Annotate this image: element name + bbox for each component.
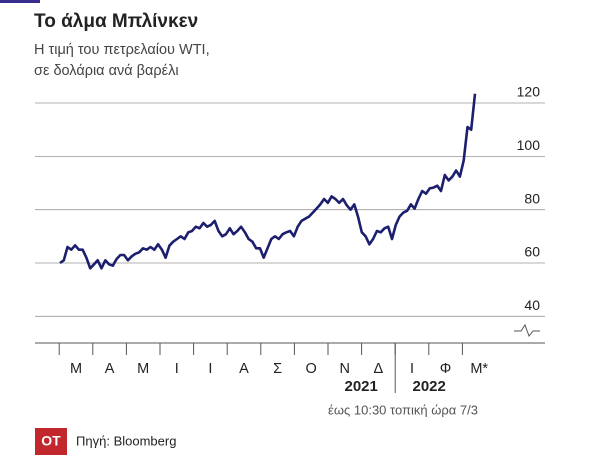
axis-break bbox=[514, 323, 540, 338]
chart-subtitle: σε δολάρια ανά βαρέλι bbox=[34, 63, 179, 79]
chart-title: Το άλμα Μπλίνκεν bbox=[34, 11, 198, 32]
x-tick-label: Α bbox=[239, 361, 249, 377]
y-tick-label: 120 bbox=[517, 84, 541, 100]
x-tick-label: Σ bbox=[273, 361, 282, 377]
y-tick-label: 60 bbox=[524, 244, 540, 260]
x-tick-label: Ν bbox=[340, 361, 350, 377]
y-tick-label: 80 bbox=[524, 190, 540, 206]
logo: OT bbox=[41, 433, 61, 449]
note: έως 10:30 τοπική ώρα 7/3 bbox=[328, 402, 478, 417]
x-tick-label: Ο bbox=[306, 361, 317, 377]
price-line bbox=[59, 93, 477, 270]
logo-box bbox=[35, 428, 67, 455]
year-label: 2021 bbox=[345, 378, 378, 395]
chart-subtitle: Η τιμή του πετρελαίου WTI, bbox=[34, 42, 210, 58]
x-tick-label: Μ bbox=[137, 361, 149, 377]
x-tick-label: Ι bbox=[208, 361, 212, 377]
x-tick-label: Α bbox=[105, 361, 115, 377]
source: Πηγή: Bloomberg bbox=[76, 433, 176, 448]
y-tick-label: 40 bbox=[524, 297, 540, 313]
x-tick-label: Ι bbox=[175, 361, 179, 377]
x-tick-label: Μ* bbox=[470, 361, 488, 377]
y-tick-label: 100 bbox=[517, 137, 541, 153]
x-tick-label: Δ bbox=[374, 361, 384, 377]
x-tick-label: Φ bbox=[440, 361, 452, 377]
x-tick-label: Μ bbox=[70, 361, 82, 377]
accent-bar bbox=[0, 0, 40, 3]
x-tick-label: Ι bbox=[410, 361, 414, 377]
year-label: 2022 bbox=[413, 378, 446, 395]
